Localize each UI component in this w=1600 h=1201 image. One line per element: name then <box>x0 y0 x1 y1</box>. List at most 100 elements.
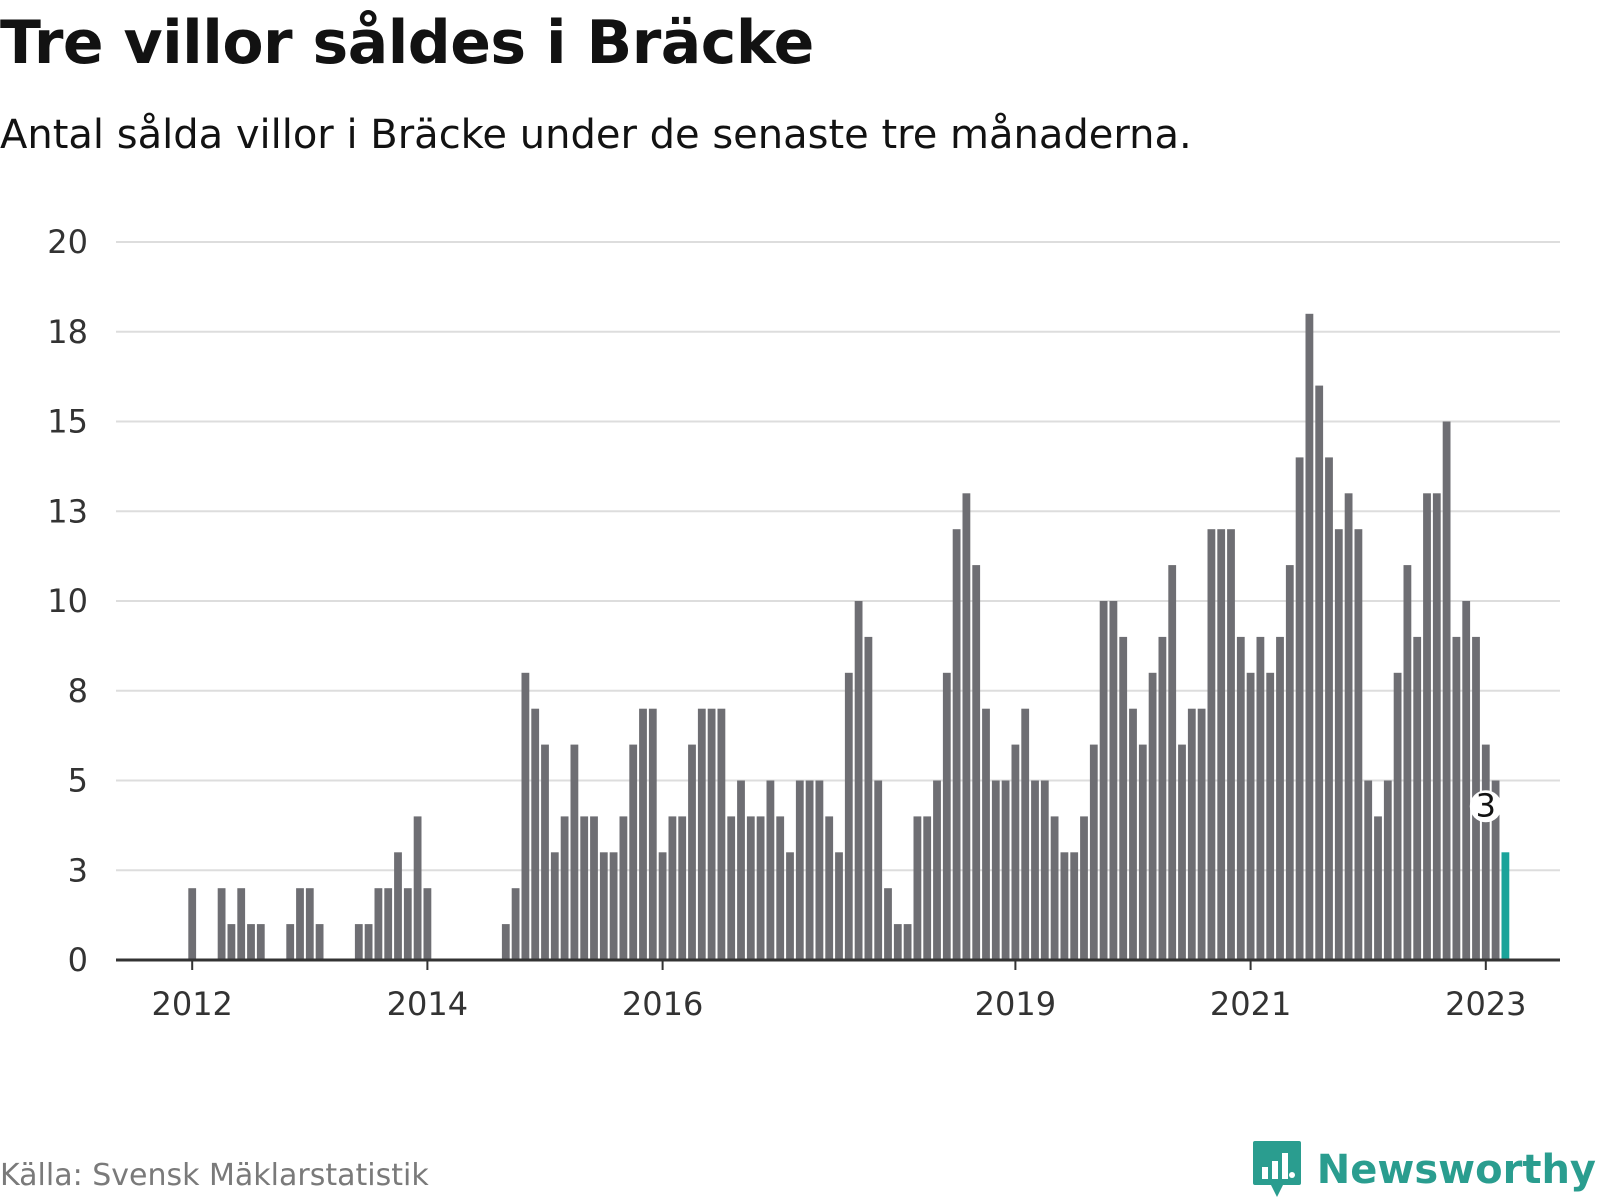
bar <box>1109 601 1118 960</box>
bar <box>1031 780 1039 960</box>
bar <box>1383 780 1392 960</box>
x-tick-label: 2019 <box>975 985 1056 1023</box>
bar <box>354 924 363 960</box>
bar <box>903 924 912 960</box>
bar <box>678 816 687 960</box>
source-note: Källa: Svensk Mäklarstatistik <box>0 1158 429 1193</box>
x-axis <box>116 958 1560 970</box>
bar <box>1207 529 1216 960</box>
value-label: 3 <box>1476 786 1496 824</box>
bar <box>1129 708 1137 960</box>
bar <box>1315 385 1324 961</box>
bar <box>1119 636 1128 960</box>
bar <box>305 888 314 960</box>
bar <box>1442 421 1451 960</box>
bar <box>844 672 853 960</box>
bar <box>374 888 383 960</box>
bar <box>1060 852 1069 960</box>
bar <box>521 672 530 960</box>
bar <box>688 744 696 960</box>
bar <box>1432 493 1441 960</box>
bar <box>1266 672 1275 960</box>
bar <box>580 816 589 960</box>
bar <box>1364 780 1373 960</box>
bar <box>1246 672 1255 960</box>
bar <box>737 780 745 960</box>
bars <box>188 313 1510 961</box>
bar <box>639 708 647 960</box>
bar <box>884 888 892 960</box>
bar <box>1168 565 1177 960</box>
bar <box>756 816 765 960</box>
bar <box>746 816 755 960</box>
bar <box>629 744 638 960</box>
bar <box>1001 780 1010 960</box>
bar <box>1491 780 1500 960</box>
bar <box>658 852 667 960</box>
bar <box>786 852 794 960</box>
y-tick-label: 15 <box>47 403 88 441</box>
bar <box>1393 672 1402 960</box>
bar <box>256 924 265 960</box>
bar <box>913 816 922 960</box>
gridlines <box>116 241 1560 872</box>
x-tick-label: 2012 <box>151 985 232 1023</box>
y-tick-label: 5 <box>68 762 88 800</box>
bar <box>590 816 598 960</box>
bar <box>1305 313 1314 960</box>
bar <box>1197 708 1206 960</box>
bar <box>991 780 1000 960</box>
bar <box>1374 816 1382 960</box>
bar <box>707 708 716 960</box>
bar <box>727 816 736 960</box>
y-tick-label: 8 <box>68 672 88 710</box>
bar <box>952 529 961 960</box>
bar <box>893 924 902 960</box>
bar <box>648 708 657 960</box>
bar <box>296 888 304 960</box>
y-tick-label: 13 <box>47 492 88 530</box>
bar <box>423 888 432 960</box>
x-tick-label: 2014 <box>387 985 468 1023</box>
bar <box>815 780 824 960</box>
y-tick-label: 3 <box>68 851 88 889</box>
bar <box>403 888 412 960</box>
bar <box>805 780 814 960</box>
annotations: 3 <box>1469 786 1502 824</box>
bar <box>982 708 990 960</box>
bar <box>217 888 226 960</box>
bar <box>609 852 618 960</box>
bar <box>413 816 422 960</box>
bar <box>1462 601 1471 960</box>
bar <box>972 565 981 960</box>
bar <box>1178 744 1186 960</box>
bar <box>962 493 971 960</box>
bar <box>1276 636 1284 960</box>
bar <box>1227 529 1235 960</box>
bar <box>1295 457 1304 960</box>
bar <box>1011 744 1020 960</box>
brand-logo: Newsworthy <box>1251 1140 1596 1200</box>
bar <box>1403 565 1412 960</box>
bar <box>1158 636 1167 960</box>
bar <box>668 816 677 960</box>
bar-chart-speech-bubble-icon <box>1252 1141 1301 1197</box>
bar <box>1344 493 1353 960</box>
bar <box>1423 493 1431 960</box>
y-tick-label: 18 <box>47 313 88 351</box>
bar <box>237 888 246 960</box>
bar <box>286 924 295 960</box>
bar <box>1050 816 1059 960</box>
bar <box>619 816 628 960</box>
bar <box>1148 672 1157 960</box>
bar <box>511 888 520 960</box>
bar <box>1481 744 1490 960</box>
bar <box>1325 457 1333 960</box>
chart-title: Tre villor såldes i Bräcke <box>0 8 814 78</box>
bar <box>188 888 197 960</box>
bar <box>697 708 706 960</box>
bar <box>766 780 775 960</box>
bar <box>247 924 255 960</box>
bar <box>599 852 608 960</box>
bar <box>1217 529 1226 960</box>
